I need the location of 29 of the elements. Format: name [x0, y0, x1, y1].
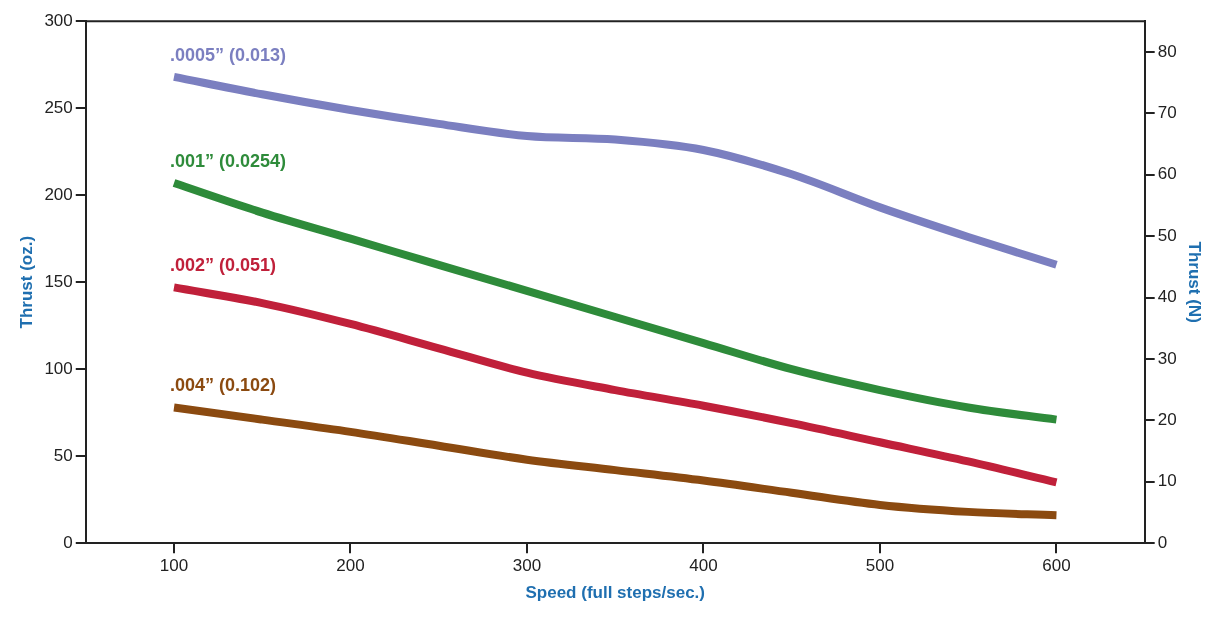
y2-tick-label: 20 — [1157, 410, 1177, 430]
y2-tick-label: 50 — [1157, 225, 1177, 245]
series-label: .004” (0.102) — [170, 375, 277, 396]
y2-tick-label: 10 — [1157, 471, 1177, 491]
series-label: .0005” (0.013) — [170, 44, 287, 65]
y2-tick-label: 40 — [1157, 287, 1177, 307]
x-tick-label: 600 — [1042, 556, 1071, 576]
y-tick-label: 100 — [44, 358, 73, 378]
y-tick-label: 300 — [44, 10, 73, 30]
x-tick-label: 300 — [512, 556, 542, 576]
y2-tick-label: 70 — [1157, 103, 1177, 123]
y2-tick-label: 0 — [1157, 532, 1168, 552]
y-tick-label: 50 — [53, 445, 73, 465]
y-tick-label: 0 — [63, 532, 73, 552]
x-axis-title: Speed (full steps/sec.) — [525, 583, 705, 603]
y-tick-label: 200 — [44, 184, 73, 204]
y-tick-label: 150 — [44, 271, 73, 291]
y-tick-label: 250 — [44, 97, 73, 117]
x-tick-label: 200 — [336, 556, 365, 576]
x-tick-label: 100 — [159, 556, 189, 576]
y2-tick-label: 80 — [1157, 41, 1177, 61]
x-tick-label: 400 — [689, 556, 718, 576]
y2-tick-label: 30 — [1157, 348, 1177, 368]
y2-axis-title: Thrust (N) — [1185, 241, 1205, 323]
y-axis-title: Thrust (oz.) — [16, 235, 36, 329]
series-label: .001” (0.0254) — [170, 150, 287, 171]
x-tick-label: 500 — [865, 556, 895, 576]
y2-tick-label: 60 — [1157, 164, 1177, 184]
series-label: .002” (0.051) — [170, 255, 277, 276]
